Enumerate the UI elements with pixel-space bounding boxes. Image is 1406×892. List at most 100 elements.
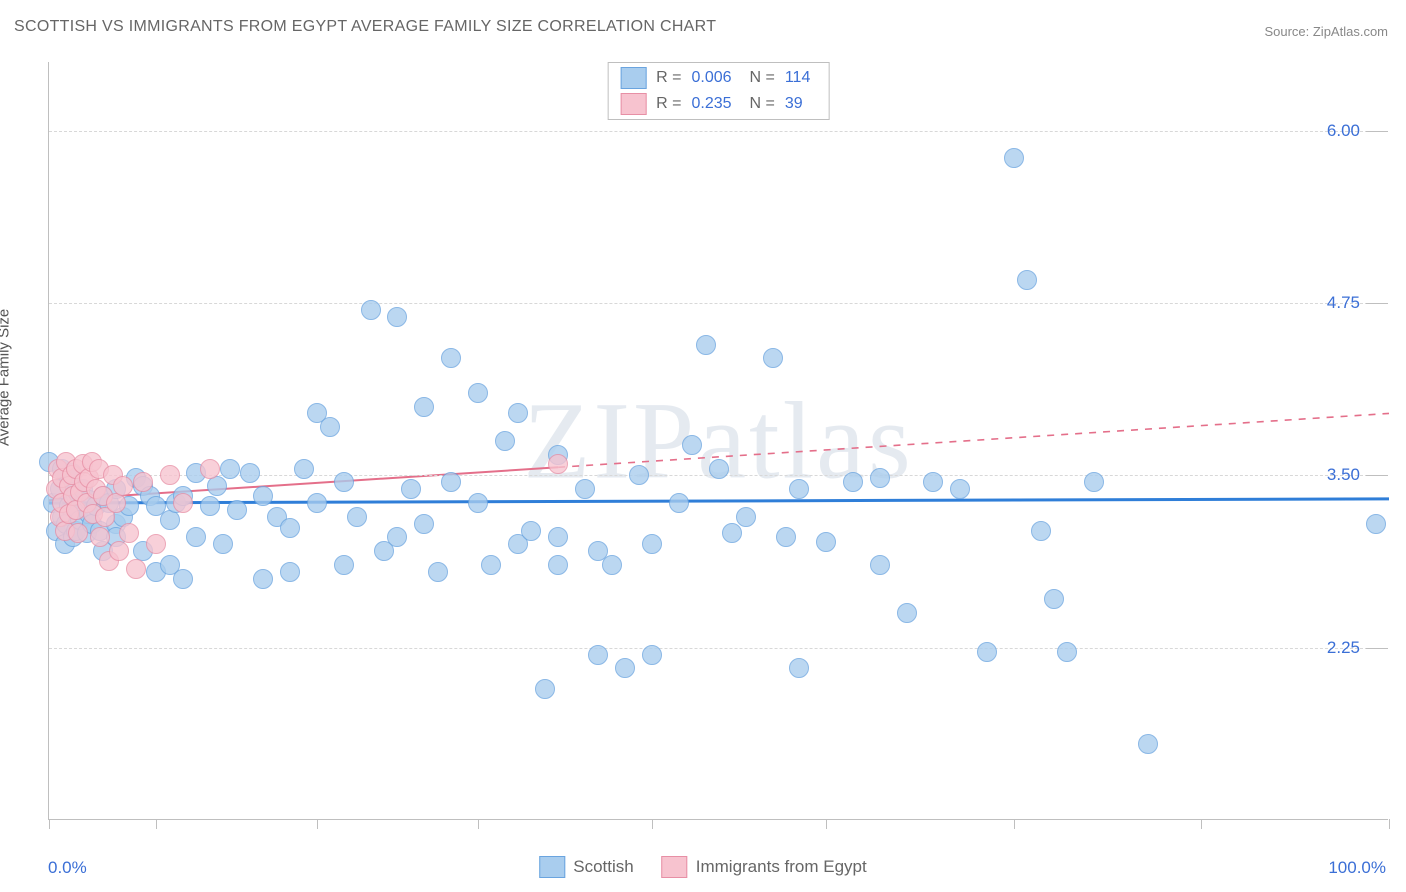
legend-n-label: N = [750, 69, 775, 87]
data-point-scottish [387, 307, 407, 327]
data-point-scottish [548, 555, 568, 575]
data-point-scottish [280, 562, 300, 582]
x-tick-mark [1014, 819, 1015, 829]
data-point-scottish [227, 500, 247, 520]
data-point-scottish [776, 527, 796, 547]
data-point-scottish [1044, 589, 1064, 609]
data-point-scottish [441, 472, 461, 492]
data-point-scottish [736, 507, 756, 527]
gridline-h [49, 131, 1388, 132]
data-point-scottish [1057, 642, 1077, 662]
legend-swatch-egypt [620, 93, 646, 115]
x-tick-mark [156, 819, 157, 829]
x-tick-mark [652, 819, 653, 829]
x-tick-mark [49, 819, 50, 829]
y-tick-mark [1366, 475, 1388, 476]
data-point-scottish [789, 658, 809, 678]
y-tick-mark [1366, 648, 1388, 649]
data-point-scottish [722, 523, 742, 543]
gridline-h [49, 648, 1388, 649]
data-point-scottish [843, 472, 863, 492]
data-point-scottish [1017, 270, 1037, 290]
data-point-scottish [682, 435, 702, 455]
data-point-scottish [1084, 472, 1104, 492]
data-point-scottish [763, 348, 783, 368]
legend-label-egypt: Immigrants from Egypt [696, 857, 867, 877]
data-point-scottish [200, 496, 220, 516]
legend-series: Scottish Immigrants from Egypt [539, 856, 866, 878]
data-point-egypt [200, 459, 220, 479]
data-point-scottish [977, 642, 997, 662]
legend-stats-row-egypt: R = 0.235 N = 39 [608, 91, 829, 117]
data-point-scottish [441, 348, 461, 368]
data-point-egypt [133, 472, 153, 492]
data-point-egypt [173, 493, 193, 513]
y-tick-label: 3.50 [1327, 465, 1360, 485]
data-point-scottish [213, 534, 233, 554]
data-point-scottish [521, 521, 541, 541]
x-axis-min-label: 0.0% [48, 858, 87, 878]
x-axis-max-label: 100.0% [1328, 858, 1386, 878]
data-point-scottish [253, 486, 273, 506]
data-point-egypt [109, 541, 129, 561]
x-tick-mark [478, 819, 479, 829]
data-point-scottish [816, 532, 836, 552]
legend-r-label: R = [656, 69, 681, 87]
data-point-scottish [709, 459, 729, 479]
legend-r-value-egypt: 0.235 [692, 95, 740, 113]
data-point-scottish [347, 507, 367, 527]
legend-label-scottish: Scottish [573, 857, 633, 877]
data-point-scottish [240, 463, 260, 483]
data-point-scottish [642, 534, 662, 554]
plot-area: ZIPatlas R =0.006N =114R =0.235N =39 6.0… [48, 62, 1388, 820]
data-point-scottish [307, 493, 327, 513]
data-point-scottish [220, 459, 240, 479]
data-point-scottish [186, 527, 206, 547]
data-point-scottish [950, 479, 970, 499]
data-point-scottish [548, 527, 568, 547]
trend-solid-scottish [49, 499, 1389, 503]
y-tick-mark [1366, 131, 1388, 132]
data-point-scottish [1138, 734, 1158, 754]
y-axis-label: Average Family Size [0, 309, 13, 446]
data-point-scottish [173, 569, 193, 589]
chart-title: SCOTTISH VS IMMIGRANTS FROM EGYPT AVERAG… [14, 18, 716, 36]
legend-item-scottish: Scottish [539, 856, 633, 878]
data-point-scottish [897, 603, 917, 623]
data-point-scottish [508, 403, 528, 423]
legend-r-label: R = [656, 95, 681, 113]
data-point-scottish [1004, 148, 1024, 168]
x-tick-mark [317, 819, 318, 829]
source-label: Source: ZipAtlas.com [1264, 24, 1388, 39]
data-point-egypt [68, 523, 88, 543]
legend-stats: R =0.006N =114R =0.235N =39 [607, 62, 830, 120]
data-point-egypt [113, 476, 133, 496]
y-tick-label: 6.00 [1327, 121, 1360, 141]
data-point-egypt [548, 454, 568, 474]
data-point-scottish [615, 658, 635, 678]
data-point-scottish [401, 479, 421, 499]
x-tick-mark [1389, 819, 1390, 829]
data-point-scottish [253, 569, 273, 589]
data-point-egypt [119, 523, 139, 543]
legend-item-egypt: Immigrants from Egypt [662, 856, 867, 878]
data-point-scottish [535, 679, 555, 699]
data-point-scottish [468, 383, 488, 403]
data-point-scottish [1366, 514, 1386, 534]
data-point-egypt [160, 465, 180, 485]
data-point-scottish [361, 300, 381, 320]
data-point-scottish [669, 493, 689, 513]
data-point-scottish [387, 527, 407, 547]
legend-n-label: N = [750, 95, 775, 113]
data-point-scottish [1031, 521, 1051, 541]
data-point-scottish [629, 465, 649, 485]
data-point-scottish [414, 514, 434, 534]
data-point-scottish [575, 479, 595, 499]
legend-n-value-egypt: 39 [785, 95, 817, 113]
x-tick-mark [826, 819, 827, 829]
data-point-scottish [789, 479, 809, 499]
legend-swatch-scottish [539, 856, 565, 878]
data-point-egypt [146, 534, 166, 554]
data-point-scottish [334, 555, 354, 575]
gridline-h [49, 303, 1388, 304]
